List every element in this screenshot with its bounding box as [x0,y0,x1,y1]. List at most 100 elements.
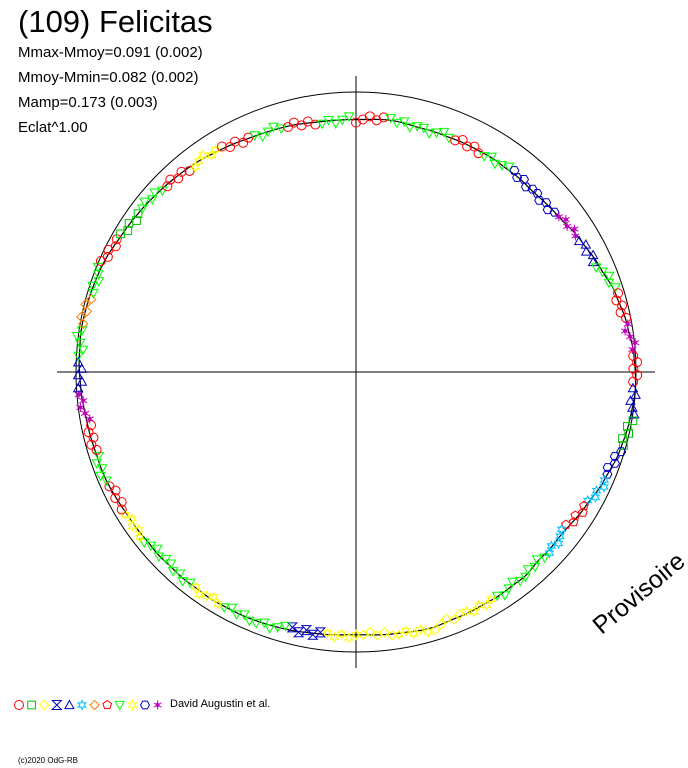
observation-point [218,603,230,613]
stat-eclat: Eclat^1.00 [18,119,88,136]
observation-points [71,111,643,644]
observation-point [95,471,106,482]
observation-point [300,625,313,636]
observation-point [88,432,99,443]
observation-point [307,629,319,640]
observation-point [411,122,423,132]
axes [57,76,655,668]
observation-point [116,504,127,515]
observation-point [137,204,148,215]
observation-point [101,476,112,487]
observation-point [619,441,628,450]
observation-point [628,408,640,419]
observation-point [603,271,615,282]
observation-point [627,382,639,393]
observation-point [590,491,601,504]
observation-point [630,389,641,399]
observation-point [625,395,636,405]
observation-point [489,159,501,170]
observation-point [167,567,179,577]
observation-point [351,117,361,128]
stat-mmax-mmoy: Mmax-Mmoy=0.091 (0.002) [18,44,203,61]
observation-point [371,115,382,126]
legend-marker [102,699,113,710]
observation-point [357,629,369,641]
observation-point [618,434,627,443]
observation-point [613,288,624,299]
observation-point [522,565,534,575]
observation-point [76,376,88,386]
observation-point [423,129,435,140]
observation-point [194,588,205,600]
observation-point [542,205,553,215]
observation-point [364,626,376,638]
observation-point [86,293,97,305]
observation-point [570,224,579,234]
observation-point [76,402,85,412]
observation-point [268,122,279,133]
observation-point [120,509,131,521]
observation-point [386,630,398,641]
observation-point [491,591,503,602]
observation-point [336,115,348,126]
legend-marker [153,700,162,710]
observation-point [486,593,497,605]
observation-point [250,619,262,629]
legend-marker [51,700,63,710]
legend-marker [114,700,126,711]
observation-point [210,143,221,156]
observation-point [529,562,541,573]
observation-point [571,231,580,241]
legend-marker [89,699,100,711]
observation-point [249,131,261,141]
observation-point [71,332,83,342]
observation-point [173,173,184,184]
observation-point [102,251,113,262]
observation-point [330,119,342,129]
observation-point [153,552,165,563]
observation-point [385,113,397,124]
observation-point [81,306,93,317]
observation-point [531,555,543,566]
observation-point [620,326,630,336]
observation-point [257,132,268,143]
legend-marker [139,700,151,710]
observation-point [431,128,442,139]
observation-point [239,610,250,621]
observation-point [423,626,434,638]
observation-point [110,241,121,252]
observation-point [617,300,628,311]
observation-point [628,344,637,354]
observation-point [561,215,570,225]
observation-point [80,408,90,418]
observation-point [611,295,622,306]
observation-point [568,516,579,527]
observation-point [616,447,627,457]
observation-point [539,553,550,564]
observation-point [379,627,390,638]
observation-point [418,123,430,134]
copyright: (c)2020 OdG-RB [18,756,79,765]
observation-point [527,184,538,194]
observation-point [544,547,555,559]
observation-point [520,182,531,192]
observation-point [408,628,419,640]
observation-point [478,152,490,162]
observation-point [110,493,121,504]
observation-point [152,544,163,555]
observation-point [77,318,89,330]
observation-point [372,630,383,641]
observation-point [438,127,450,138]
observation-point [272,623,284,633]
observation-point [73,351,84,362]
observation-point [92,262,104,273]
observation-point [145,541,157,552]
observation-point [314,627,327,638]
observation-point [85,414,94,424]
observation-point [316,119,328,130]
observation-point [134,531,145,543]
observation-point [174,569,186,580]
legend-marker [76,699,87,711]
observation-point [394,629,405,641]
